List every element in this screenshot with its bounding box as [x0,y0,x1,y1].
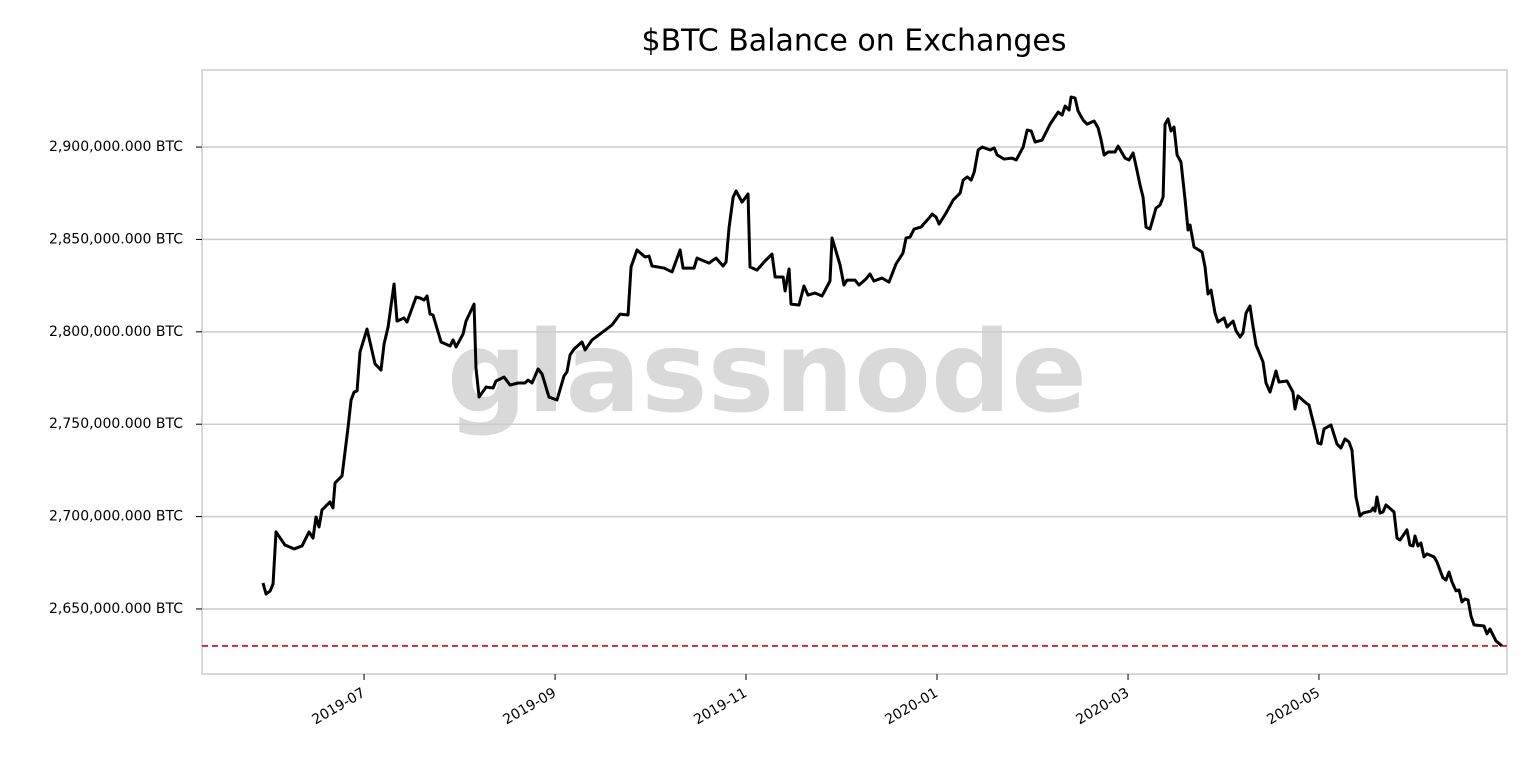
y-tick-label: 2,650,000.000 BTC [49,601,183,617]
y-tick-label: 2,800,000.000 BTC [49,324,183,340]
y-tick-label: 2,750,000.000 BTC [49,416,183,432]
y-tick-label: 2,850,000.000 BTC [49,231,183,247]
x-tick-label: 2019-09 [500,685,559,728]
y-tick-label: 2,900,000.000 BTC [49,139,183,155]
x-tick-label: 2019-07 [309,685,368,728]
chart-title: $BTC Balance on Exchanges [641,24,1066,59]
x-tick-label: 2019-11 [691,685,750,728]
plot-frame [201,69,1508,675]
x-tick-label: 2020-03 [1073,685,1132,728]
watermark: glassnode [447,308,1087,438]
x-tick-label: 2020-01 [882,685,941,728]
y-tick-label: 2,700,000.000 BTC [49,509,183,525]
x-tick-label: 2020-05 [1264,685,1323,728]
line [261,95,1503,648]
